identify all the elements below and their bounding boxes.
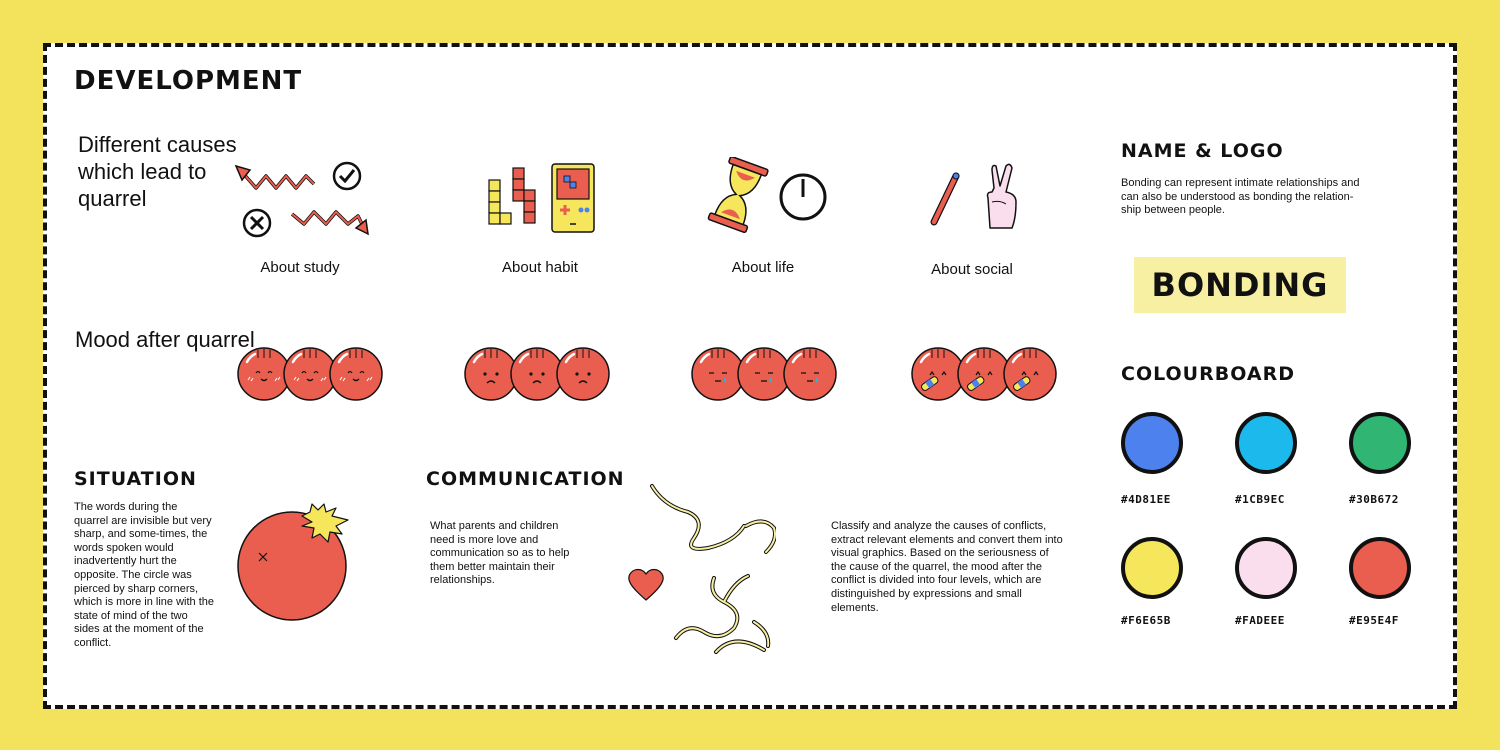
check-circle-icon xyxy=(332,161,362,191)
mood-sad-group xyxy=(463,346,611,402)
causes-intro-line-3: quarrel xyxy=(78,186,147,211)
communication-text: What parents and children need is more l… xyxy=(430,520,570,587)
swatch-green xyxy=(1349,412,1411,474)
hex-label-green: #30B672 xyxy=(1349,493,1399,506)
tetris-blocks-icon xyxy=(488,167,536,225)
situation-text: The words during the quarrel are invisib… xyxy=(74,501,215,649)
bonding-logo: BONDING xyxy=(1134,257,1346,313)
development-title: DEVELOPMENT xyxy=(74,66,303,96)
crossed-fingers-icon xyxy=(986,163,1017,229)
swatch-pink xyxy=(1235,537,1297,599)
clock-icon xyxy=(779,173,827,221)
study-icons xyxy=(234,161,369,238)
mood-happy-group xyxy=(236,346,384,402)
sad-face xyxy=(509,346,565,402)
hex-label-pink: #FADEEE xyxy=(1235,614,1285,627)
swatch-yellow xyxy=(1121,537,1183,599)
causes-intro-line-2: which lead to xyxy=(78,159,207,184)
hex-label-yellow: #F6E65B xyxy=(1121,614,1171,627)
hex-label-red: #E95E4F xyxy=(1349,614,1399,627)
category-label-social: About social xyxy=(931,261,1013,278)
sad-face xyxy=(555,346,611,402)
happy-face xyxy=(328,346,384,402)
category-label-habit: About habit xyxy=(502,259,578,276)
life-icons xyxy=(707,157,827,233)
situation-title: SITUATION xyxy=(74,468,197,490)
name-logo-text: Bonding can represent intimate relations… xyxy=(1121,177,1360,217)
zigzag-arrow-icon xyxy=(234,164,369,236)
habit-icons xyxy=(488,163,595,233)
mood-bandaged-group xyxy=(910,346,1058,402)
crying-face xyxy=(690,346,746,402)
bandaged-face xyxy=(910,346,966,402)
happy-face xyxy=(236,346,292,402)
colourboard-title: COLOURBOARD xyxy=(1121,363,1295,385)
category-label-study: About study xyxy=(260,259,340,276)
swatch-blue xyxy=(1121,412,1183,474)
sad-face xyxy=(463,346,519,402)
causes-intro: Different causes which lead to quarrel xyxy=(78,131,237,212)
tangled-threads-graphic xyxy=(628,484,776,654)
hex-label-blue: #4D81EE xyxy=(1121,493,1171,506)
causes-intro-line-1: Different causes xyxy=(78,132,237,157)
crying-face xyxy=(736,346,792,402)
pierced-circle-graphic xyxy=(237,503,349,621)
bandaged-face xyxy=(1002,346,1058,402)
heart-icon xyxy=(628,568,664,601)
mood-label: Mood after quarrel xyxy=(75,327,255,352)
mood-crying-group xyxy=(690,346,838,402)
crying-face xyxy=(782,346,838,402)
category-label-life: About life xyxy=(731,259,795,276)
game-console-icon xyxy=(551,163,595,233)
social-icons xyxy=(930,163,1017,229)
analysis-text: Classify and analyze the causes of confl… xyxy=(831,520,1063,614)
cross-circle-icon xyxy=(242,208,272,238)
swatch-red xyxy=(1349,537,1411,599)
hourglass-icon xyxy=(707,157,769,233)
swatch-cyan xyxy=(1235,412,1297,474)
hex-label-cyan: #1CB9EC xyxy=(1235,493,1285,506)
bandaged-face xyxy=(956,346,1012,402)
communication-title: COMMUNICATION xyxy=(426,468,625,490)
pencil-icon xyxy=(930,172,960,226)
name-logo-title: NAME & LOGO xyxy=(1121,140,1284,162)
happy-face xyxy=(282,346,338,402)
